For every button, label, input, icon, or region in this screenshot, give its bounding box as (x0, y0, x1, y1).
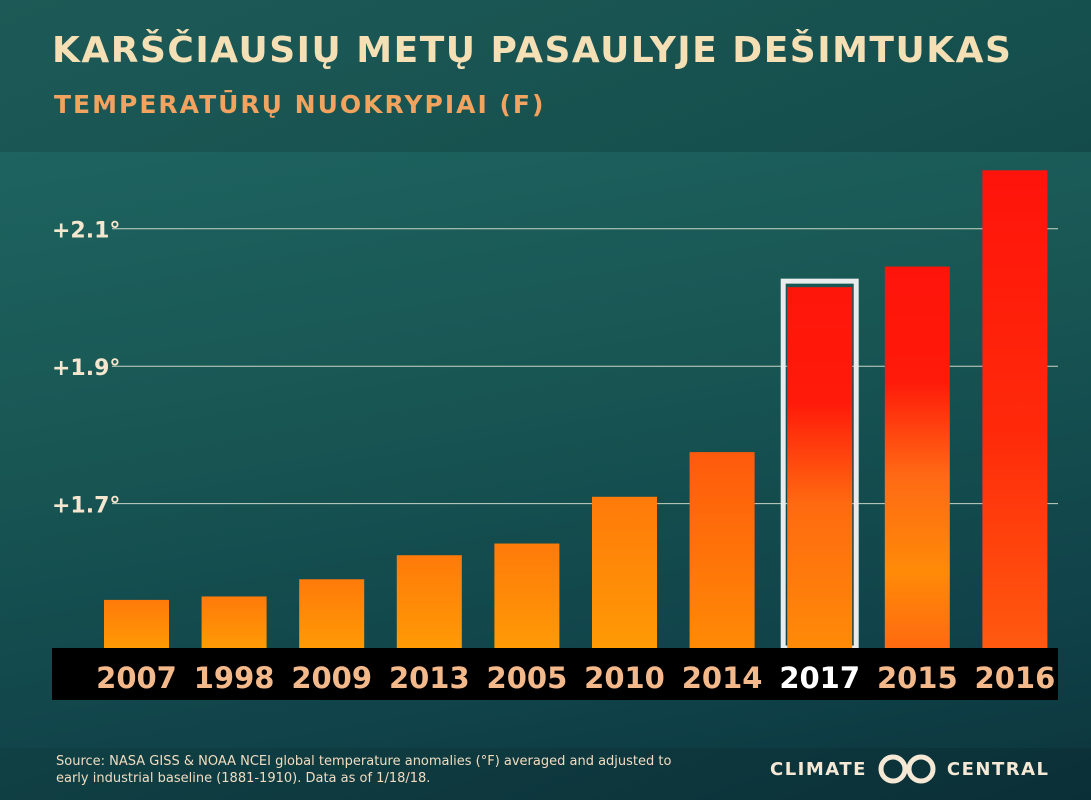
y-tick-label: +1.7° (52, 494, 120, 519)
bar-2017 (787, 287, 853, 648)
x-tick-label-2014: 2014 (682, 661, 763, 695)
climate-central-logo: CLIMATE CENTRAL (770, 752, 1050, 786)
bars-layer (104, 170, 1048, 651)
x-tick-label-2015: 2015 (877, 661, 958, 695)
x-tick-label-2016: 2016 (975, 661, 1056, 695)
bar-2014 (689, 452, 755, 648)
x-tick-label-2010: 2010 (584, 661, 665, 695)
bar-1998 (201, 596, 267, 648)
x-tick-label-2007: 2007 (96, 661, 177, 695)
bar-2005 (494, 543, 560, 648)
x-tick-label-2013: 2013 (389, 661, 470, 695)
y-tick-label: +1.9° (52, 356, 120, 381)
chart-title: KARŠČIAUSIŲ METŲ PASAULYJE DEŠIMTUKAS (52, 30, 1013, 71)
logo-text-right: CENTRAL (946, 758, 1050, 780)
x-axis-band (52, 648, 1058, 700)
bar-2007 (104, 599, 169, 648)
infinity-loop-icon (878, 754, 936, 784)
y-tick-label: +2.1° (52, 219, 120, 244)
bar-2009 (299, 579, 365, 648)
bar-2016 (982, 170, 1048, 648)
x-tick-label-2017: 2017 (779, 661, 860, 695)
chart-subtitle: TEMPERATŪRŲ NUOKRYPIAI (F) (54, 90, 546, 119)
x-tick-label-2005: 2005 (487, 661, 568, 695)
bar-2015 (884, 266, 950, 648)
bar-2013 (396, 555, 462, 648)
x-tick-label-1998: 1998 (194, 661, 275, 695)
labels-layer: 2007 1998 2009 2013 2005 2010 2014 2017 2015 2016 (96, 661, 1055, 695)
source-note: Source: NASA GISS & NOAA NCEI global tem… (56, 754, 672, 786)
bar-2010 (592, 496, 657, 648)
logo-text-left: CLIMATE (770, 758, 867, 780)
x-tick-label-2009: 2009 (291, 661, 372, 695)
